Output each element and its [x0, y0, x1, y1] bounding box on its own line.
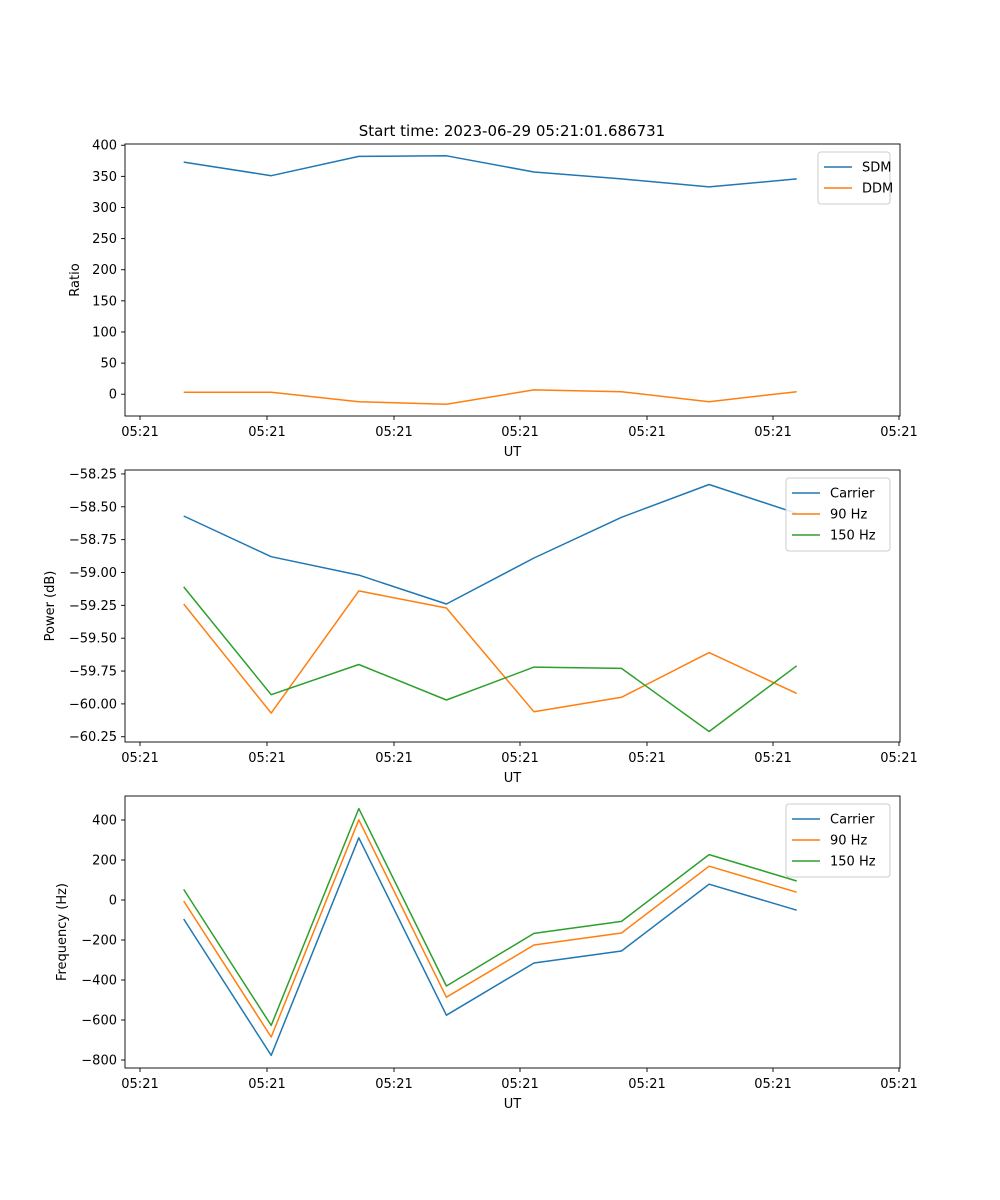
series-line-150-hz: [183, 586, 798, 733]
x-tick-label: 05:21: [628, 751, 665, 766]
x-tick-label: 05:21: [754, 751, 791, 766]
legend-entry: 150 Hz: [830, 529, 876, 544]
x-tick-label: 05:21: [754, 1077, 791, 1092]
legend-entry: Carrier: [830, 813, 875, 828]
x-tick-label: 05:21: [375, 751, 412, 766]
x-tick-label: 05:21: [880, 425, 917, 440]
y-tick-label: 200: [92, 854, 117, 869]
x-tick-label: 05:21: [121, 751, 158, 766]
legend-entry: DDM: [862, 182, 893, 197]
legend-entry: SDM: [862, 161, 891, 176]
x-tick-label: 05:21: [880, 1077, 917, 1092]
x-tick-label: 05:21: [628, 1077, 665, 1092]
x-tick-label: 05:21: [628, 425, 665, 440]
y-tick-label: −58.25: [69, 467, 117, 482]
x-tick-label: 05:21: [375, 425, 412, 440]
y-axis-label: Power (dB): [43, 571, 58, 642]
y-tick-label: −59.50: [69, 632, 117, 647]
y-axis-label: Frequency (Hz): [55, 883, 70, 981]
x-tick-label: 05:21: [248, 751, 285, 766]
series-line-carrier: [183, 483, 797, 605]
legend-entry: Carrier: [830, 487, 875, 502]
legend-entry: 90 Hz: [830, 508, 867, 523]
y-tick-label: −60.25: [69, 730, 117, 745]
y-tick-label: 0: [109, 894, 117, 909]
y-tick-label: 250: [92, 232, 117, 247]
series-line-90-hz: [183, 819, 797, 1038]
y-tick-label: −600: [81, 1014, 117, 1029]
y-tick-label: −58.50: [69, 500, 117, 515]
x-tick-label: 05:21: [880, 751, 917, 766]
legend-entry: 150 Hz: [830, 855, 876, 870]
axes-frame: [124, 143, 901, 417]
x-axis-label: UT: [504, 445, 522, 460]
y-tick-label: −400: [81, 974, 117, 989]
x-tick-label: 05:21: [248, 425, 285, 440]
y-tick-label: −59.00: [69, 566, 117, 581]
figure-title: Start time: 2023-06-29 05:21:01.686731: [359, 122, 665, 140]
y-tick-label: 300: [92, 201, 117, 216]
x-tick-label: 05:21: [121, 425, 158, 440]
y-tick-label: −60.00: [69, 697, 117, 712]
ratio-panel: 0 50 100 150 200 250 300 350 400 05:21 05:21 05:21 0…: [68, 139, 918, 460]
axes-frame: [124, 469, 901, 743]
y-tick-label: 100: [92, 325, 117, 340]
y-tick-label: 150: [92, 294, 117, 309]
axes-frame: [124, 795, 901, 1069]
series-line-carrier: [183, 837, 797, 1057]
legend-box: [785, 477, 891, 552]
y-tick-label: 0: [109, 388, 117, 403]
y-tick-label: −58.75: [69, 533, 117, 548]
y-tick-label: 400: [92, 139, 117, 154]
y-tick-label: −800: [81, 1054, 117, 1069]
y-tick-label: 200: [92, 263, 117, 278]
x-tick-label: 05:21: [375, 1077, 412, 1092]
y-tick-label: 400: [92, 814, 117, 829]
x-tick-label: 05:21: [754, 425, 791, 440]
y-axis-label: Ratio: [68, 263, 83, 296]
x-axis-label: UT: [504, 1097, 522, 1112]
x-tick-label: 05:21: [501, 425, 538, 440]
x-tick-label: 05:21: [121, 1077, 158, 1092]
frequency-panel: −800 −600 −400 −200 0 200 400 05:21 05:21 05:21 05…: [55, 795, 918, 1112]
y-tick-label: −200: [81, 934, 117, 949]
y-tick-label: −59.25: [69, 599, 117, 614]
y-tick-label: −59.75: [69, 665, 117, 680]
series-line-90-hz: [183, 590, 798, 714]
y-tick-label: 350: [92, 170, 117, 185]
x-tick-label: 05:21: [501, 751, 538, 766]
legend-box: [817, 151, 891, 205]
legend-entry: 90 Hz: [830, 834, 867, 849]
series-line-150-hz: [183, 807, 797, 1027]
power-panel: −60.25 −60.00 −59.75 −59.50 −59.25 −59.00 −58.…: [43, 467, 918, 786]
x-tick-label: 05:21: [501, 1077, 538, 1092]
x-axis-label: UT: [504, 771, 522, 786]
legend-box: [785, 803, 891, 878]
series-line-sdm: [183, 155, 797, 188]
y-tick-label: 50: [100, 357, 117, 372]
x-tick-label: 05:21: [248, 1077, 285, 1092]
series-line-ddm: [183, 389, 797, 405]
